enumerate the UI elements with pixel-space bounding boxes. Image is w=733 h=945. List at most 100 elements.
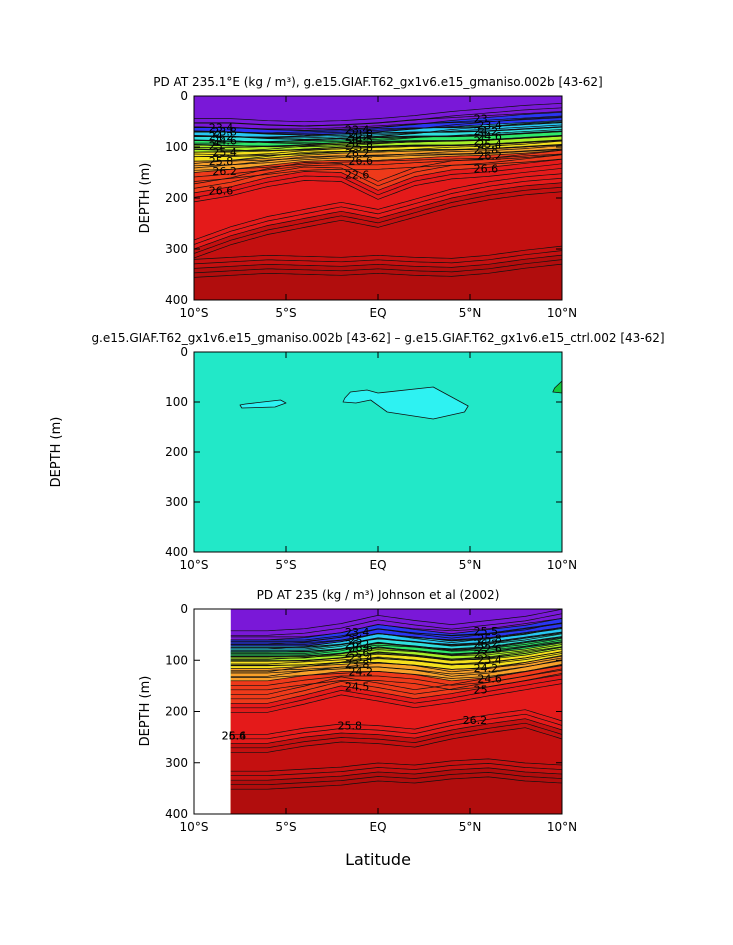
contour-label: 26.2 [345, 147, 370, 160]
contour-line [194, 163, 562, 198]
contour-line [194, 167, 562, 203]
contour-line [194, 158, 562, 182]
contour-line [230, 655, 562, 673]
x-tick-label: 10°S [180, 820, 209, 834]
contour-label: 25.8 [209, 155, 234, 168]
x-tick-label: 10°N [547, 306, 577, 320]
plot-area: 23.42526.226.625.623.423.824.224.525.525… [222, 609, 562, 814]
contour-line [230, 758, 562, 772]
contour-line [194, 145, 562, 169]
y-tick-label: 400 [165, 545, 188, 559]
contour-line [230, 669, 562, 700]
contour-label: 25.5 [474, 625, 499, 638]
y-tick-label: 200 [165, 705, 188, 719]
contour-label: 25 [349, 634, 363, 647]
contour-line [194, 154, 562, 189]
contour-line [230, 767, 562, 781]
contour-label: 24.2 [474, 125, 499, 138]
x-axis-label: Latitude [345, 850, 411, 869]
contour-line [194, 182, 562, 250]
contour-line [194, 149, 562, 173]
contour-label: 22.6 [477, 643, 502, 656]
y-tick-label: 100 [165, 140, 188, 154]
contour-label: 23.4 [345, 123, 370, 136]
contour-line [230, 628, 562, 644]
contour-line [230, 678, 562, 709]
contour-label: 25.6 [345, 647, 370, 660]
contour-line [230, 772, 562, 786]
contour-line [230, 776, 562, 790]
x-tick-label: 10°N [547, 558, 577, 572]
x-tick-label: 10°S [180, 306, 209, 320]
contour-label: 23.8 [345, 658, 370, 671]
contour-line [230, 633, 562, 648]
contour-label: 24.6 [477, 673, 502, 686]
contour-label: 25 [209, 139, 223, 152]
contour-label: 22.6 [345, 168, 370, 181]
contour-line [230, 727, 562, 753]
contour-line [230, 718, 562, 744]
difference-field [194, 352, 562, 552]
y-tick-label: 400 [165, 807, 188, 821]
anomaly-region [342, 386, 469, 420]
contour-label: 26.2 [477, 149, 502, 162]
axes: 10°S 5°S EQ 5°N 10°N 0 100 200 300 400 [165, 89, 577, 320]
x-tick-label: 10°N [547, 820, 577, 834]
contour-label: 24.6 [212, 134, 237, 147]
contour-label: 25 [345, 137, 359, 150]
contour-line [194, 158, 562, 194]
y-tick-label: 0 [180, 602, 188, 616]
contour-line [194, 149, 562, 167]
contour-line [230, 613, 562, 636]
chart-panel-observed-density: PD AT 235 (kg / m³) Johnson et al (2002)… [138, 588, 577, 834]
plot-area [194, 352, 562, 552]
contour-line [230, 722, 562, 749]
y-tick-label: 300 [165, 756, 188, 770]
x-tick-label: 5°N [459, 558, 482, 572]
chart-panel-density-difference: g.e15.GIAF.T62_gx1v6.e15_gmaniso.002b [4… [49, 331, 665, 572]
contour-label: 23.4 [349, 651, 374, 664]
contour-line [230, 674, 562, 704]
contour-line [194, 140, 562, 158]
contour-label: 24.5 [349, 133, 374, 146]
contour-label: 26.6 [474, 162, 499, 175]
contour-label: 24.6 [477, 130, 502, 143]
contour-line [230, 609, 562, 632]
contour-line [194, 117, 562, 130]
plot-area: 23.423.824.224.62525.425.826.226.623.423… [194, 96, 562, 300]
contour-line [230, 639, 562, 653]
contour-line [194, 186, 562, 254]
x-tick-label: 5°N [459, 820, 482, 834]
contour-line [194, 263, 562, 278]
contour-label: 25.8 [349, 141, 374, 154]
contour-label: 25.4 [222, 729, 247, 742]
density-band [194, 255, 562, 300]
contour-line [230, 713, 562, 740]
contour-line [194, 149, 562, 185]
contour-line [230, 659, 562, 677]
contour-line [230, 646, 562, 661]
contour-line [230, 644, 562, 658]
y-tick-label: 300 [165, 242, 188, 256]
contour-label: 26.6 [209, 184, 234, 197]
contour-line [194, 173, 562, 241]
chart-panel-model-density: PD AT 235.1°E (kg / m³), g.e15.GIAF.T62_… [138, 75, 603, 320]
contour-label: 25 [474, 684, 488, 697]
contour-label: 25.4 [212, 146, 237, 159]
density-band [230, 767, 562, 814]
contour-line [194, 259, 562, 274]
contour-label: 23.8 [212, 126, 237, 139]
contour-label: 26.2 [474, 638, 499, 651]
x-tick-label: EQ [369, 306, 386, 320]
contour-label: 23 [474, 648, 488, 661]
contour-line [230, 683, 562, 713]
x-tick-label: 10°S [180, 558, 209, 572]
contour-label: 26.2 [463, 714, 488, 727]
x-tick-label: 5°S [275, 820, 296, 834]
x-tick-label: 5°S [275, 558, 296, 572]
contour-line [194, 144, 562, 157]
contour-line [194, 126, 562, 138]
contour-label: 26.6 [349, 642, 374, 655]
contour-line [194, 144, 562, 162]
x-tick-label: 5°N [459, 306, 482, 320]
